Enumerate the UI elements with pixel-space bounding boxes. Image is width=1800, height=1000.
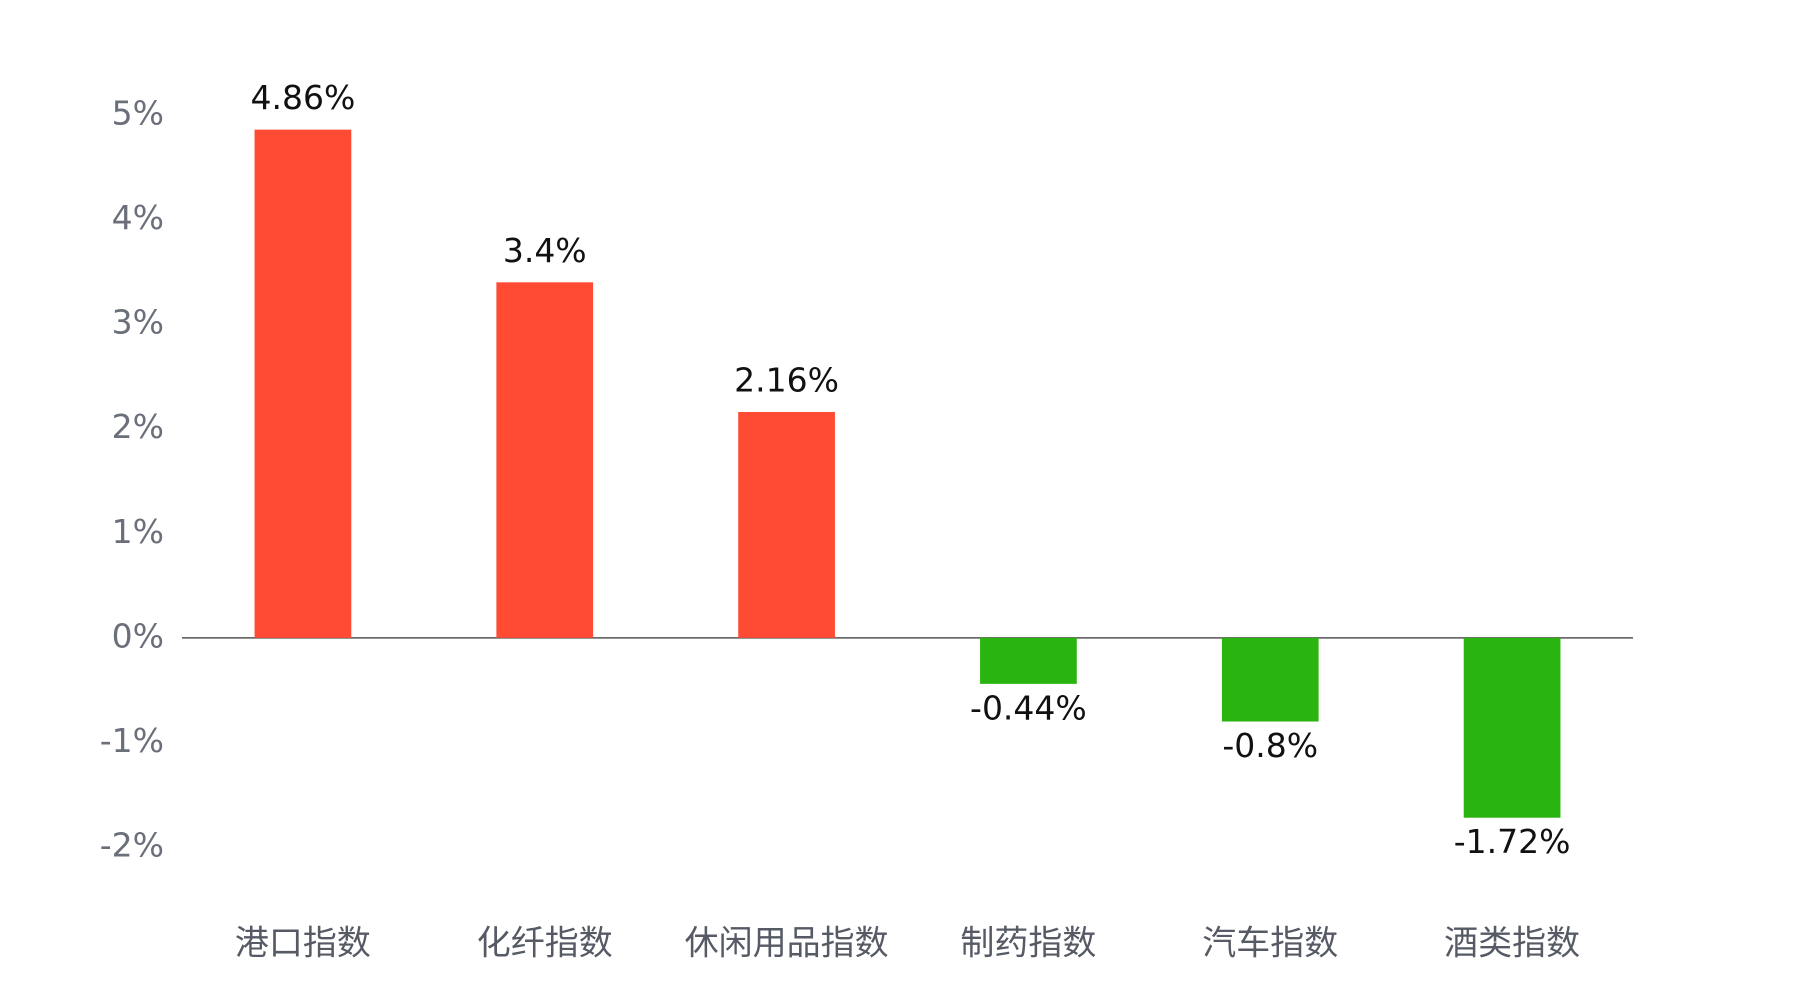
bar (1463, 637, 1561, 818)
y-tick-label: 5% (112, 94, 164, 133)
value-label: 4.86% (250, 78, 355, 117)
x-tick-label: 化纤指数 (477, 924, 613, 964)
value-label: 3.4% (503, 231, 587, 270)
y-tick-label: 4% (112, 198, 164, 237)
y-tick-label: -2% (100, 826, 164, 865)
x-tick-label: 酒类指数 (1444, 924, 1580, 964)
y-tick-label: 2% (112, 407, 164, 446)
y-tick-label: 0% (112, 616, 164, 655)
value-label: -0.44% (970, 688, 1087, 727)
value-label: -0.8% (1222, 726, 1318, 765)
bar (496, 282, 594, 638)
y-tick-label: 3% (112, 303, 164, 342)
bar (980, 637, 1077, 684)
bar (738, 411, 835, 638)
bar (1221, 637, 1319, 722)
value-label: 2.16% (734, 360, 839, 399)
y-tick-label: 1% (112, 512, 164, 551)
x-tick-label: 港口指数 (235, 924, 371, 964)
bar (254, 129, 352, 638)
x-tick-label: 制药指数 (960, 924, 1096, 964)
value-label: -1.72% (1454, 822, 1571, 861)
x-tick-label: 汽车指数 (1202, 924, 1338, 964)
y-tick-label: -1% (100, 721, 164, 760)
x-tick-label: 休闲用品指数 (685, 924, 889, 964)
